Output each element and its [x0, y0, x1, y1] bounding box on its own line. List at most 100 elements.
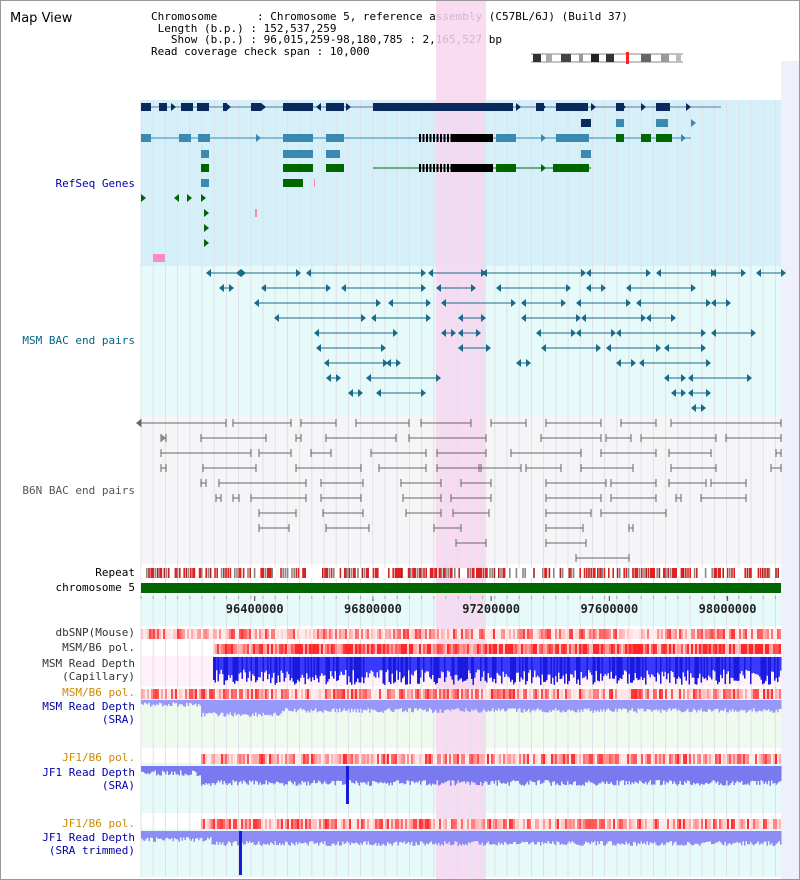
jf1-trim-depth-bar: [337, 831, 339, 842]
pol-cell: [141, 689, 143, 699]
pol-cell: [233, 819, 235, 829]
pol-cell: [545, 689, 547, 699]
pol-cell: [623, 644, 625, 654]
jf1-trim-depth-bar: [282, 831, 284, 844]
repeat-mark: [759, 568, 762, 578]
pol-cell: [695, 689, 697, 699]
jf1-trim-depth-bar: [304, 831, 306, 843]
jf1-trim-depth-bar: [576, 831, 578, 845]
msm-bac-end: [706, 299, 711, 307]
jf1-sra-depth-bar: [372, 766, 374, 781]
jf1-sra-depth-bar: [513, 766, 515, 781]
pol-cell: [465, 689, 467, 699]
pol-cell: [687, 819, 689, 829]
repeat-mark: [183, 568, 185, 578]
pol-cell: [699, 819, 701, 829]
jf1-sra-depth-bar: [198, 766, 200, 776]
msm-sra-depth-bar: [523, 700, 525, 710]
msm-capillary-depth-bar: [477, 657, 479, 670]
jf1-sra-depth-bar: [172, 766, 174, 775]
msm-sra-depth-bar: [627, 700, 629, 713]
gene-exon-tick: [419, 134, 421, 142]
repeat-mark: [685, 568, 687, 578]
jf1-sra-depth-bar: [369, 766, 371, 786]
pol-cell: [523, 819, 525, 829]
msm-capillary-depth-bar: [679, 657, 681, 679]
jf1-sra-depth-bar: [726, 766, 728, 781]
repeat-mark: [469, 568, 471, 578]
pol-cell: [531, 819, 533, 829]
msm-capillary-depth-bar: [292, 657, 294, 682]
repeat-mark: [509, 568, 511, 578]
pol-cell: [529, 644, 531, 654]
msm-sra-depth-bar: [769, 700, 771, 712]
repeat-mark: [187, 568, 190, 578]
msm-capillary-depth-bar: [357, 657, 359, 679]
jf1-trim-depth-bar: [376, 831, 378, 846]
pol-cell: [435, 819, 437, 829]
msm-bac-end: [421, 284, 426, 292]
jf1-sra-depth-bar: [325, 766, 327, 784]
pol-cell: [747, 644, 749, 654]
msm-capillary-depth-bar: [739, 657, 741, 674]
pol-cell: [313, 754, 315, 764]
jf1-sra-depth-bar: [676, 766, 678, 786]
jf1-trim-depth-bar: [465, 831, 467, 844]
pol-cell: [693, 644, 695, 654]
jf1-trim-depth-bar: [516, 831, 518, 845]
jf1-trim-depth-bar: [258, 831, 260, 842]
jf1-sra-depth-bar: [289, 766, 291, 781]
pol-cell: [545, 819, 547, 829]
pol-cell: [369, 629, 371, 639]
msm-capillary-depth-bar: [759, 657, 761, 677]
jf1-trim-depth-bar: [730, 831, 732, 845]
pol-cell: [739, 689, 741, 699]
msm-bac-end: [701, 344, 706, 352]
pol-cell: [769, 819, 771, 829]
msm-sra-depth-bar: [429, 700, 431, 709]
pol-cell: [743, 629, 745, 639]
gene-strand-arrow: [171, 103, 176, 111]
jf1-sra-depth-bar: [337, 766, 339, 781]
track-label-b6n-bac[interactable]: B6N BAC end pairs: [22, 484, 135, 497]
msm-capillary-depth-bar: [729, 657, 731, 684]
pol-cell: [735, 644, 737, 654]
jf1-sra-depth-bar: [165, 766, 167, 775]
jf1-trim-depth-bar: [634, 831, 636, 843]
pol-cell: [717, 754, 719, 764]
track-label-jf1-pol2: JF1/B6 pol.: [62, 817, 135, 830]
jf1-sra-depth-bar: [367, 766, 369, 782]
msm-sra-depth-bar: [447, 700, 449, 710]
pol-cell: [321, 754, 323, 764]
pol-cell: [363, 754, 365, 764]
msm-capillary-depth-bar: [385, 657, 387, 673]
msm-capillary-depth-bar: [331, 657, 333, 677]
jf1-sra-depth-bar: [402, 766, 404, 783]
track-label-refseq[interactable]: RefSeq Genes: [55, 177, 135, 190]
msm-bac-end: [254, 299, 259, 307]
pol-cell: [779, 754, 781, 764]
pol-cell: [275, 629, 277, 639]
jf1-trim-depth-bar: [769, 831, 771, 845]
pol-cell: [701, 754, 703, 764]
msm-sra-depth-bar: [687, 700, 689, 709]
jf1-sra-depth-bar: [459, 766, 461, 783]
msm-capillary-depth-bar: [555, 657, 557, 677]
pol-cell: [491, 644, 493, 654]
gene-exon-tick: [433, 164, 435, 172]
pol-cell: [369, 689, 371, 699]
track-label-msm-bac[interactable]: MSM BAC end pairs: [22, 334, 135, 347]
msm-sra-depth-bar: [304, 700, 306, 711]
pol-cell: [573, 819, 575, 829]
pol-cell: [425, 689, 427, 699]
pol-cell: [353, 819, 355, 829]
jf1-trim-depth-bar: [532, 831, 534, 842]
jf1-sra-depth-bar: [331, 766, 333, 781]
pol-cell: [457, 689, 459, 699]
msm-bac-end: [436, 374, 441, 382]
pol-cell: [735, 629, 737, 639]
pol-cell: [409, 754, 411, 764]
msm-sra-depth-bar: [672, 700, 674, 709]
jf1-sra-depth-bar: [670, 766, 672, 781]
